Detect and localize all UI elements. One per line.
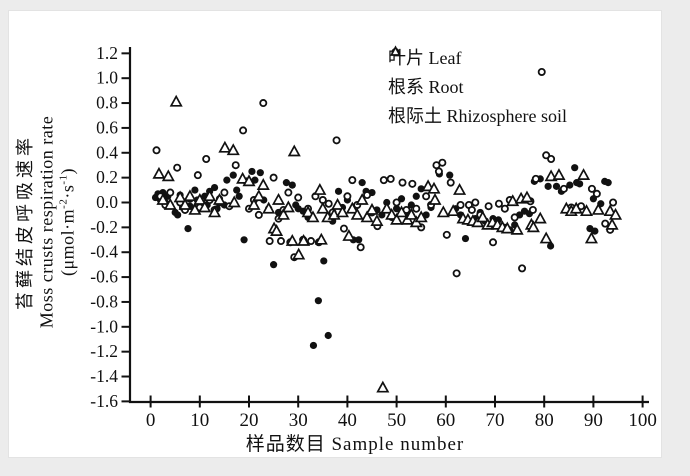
series-open-triangle bbox=[152, 94, 623, 393]
svg-text:-0.4: -0.4 bbox=[90, 242, 118, 262]
svg-text:-0.2: -0.2 bbox=[90, 217, 118, 237]
svg-text:60: 60 bbox=[436, 410, 455, 431]
svg-text:1.0: 1.0 bbox=[96, 68, 118, 88]
y-axis-unit-post: ) bbox=[57, 168, 78, 175]
svg-text:-1.2: -1.2 bbox=[90, 341, 118, 361]
x-axis: 0 10 20 30 40 50 60 70 80 90 100 bbox=[146, 395, 657, 431]
svg-text:-1.0: -1.0 bbox=[90, 316, 118, 336]
svg-text:50: 50 bbox=[387, 410, 406, 431]
svg-text:0.6: 0.6 bbox=[96, 117, 118, 137]
legend-label-leaf: 叶片 Leaf bbox=[388, 48, 462, 68]
svg-text:100: 100 bbox=[628, 410, 657, 431]
svg-text:0.0: 0.0 bbox=[96, 192, 118, 212]
legend: 叶片 Leaf 根系 Root 根际土 Rhizosphere soil bbox=[388, 44, 567, 128]
x-axis-title: 样品数目 Sample number bbox=[245, 434, 465, 455]
legend-item-root: 根系 Root bbox=[388, 47, 567, 99]
svg-text:0.4: 0.4 bbox=[96, 142, 118, 162]
y-axis-title-zh: 苔藓结皮呼吸速率 bbox=[15, 134, 35, 310]
svg-text:-0.8: -0.8 bbox=[90, 291, 118, 311]
svg-text:80: 80 bbox=[535, 410, 554, 431]
svg-text:70: 70 bbox=[486, 410, 505, 431]
svg-text:90: 90 bbox=[584, 410, 603, 431]
svg-text:1.2: 1.2 bbox=[96, 43, 118, 63]
y-axis-unit-sup2: -1 bbox=[57, 174, 70, 185]
chart-panel bbox=[8, 10, 662, 458]
legend-item-rhizosphere-soil: 根际土 Rhizosphere soil bbox=[388, 45, 567, 128]
svg-text:0.2: 0.2 bbox=[96, 167, 118, 187]
y-axis-unit-mid: ·s bbox=[57, 184, 78, 199]
svg-text:-0.6: -0.6 bbox=[90, 267, 118, 287]
svg-text:40: 40 bbox=[338, 410, 357, 431]
svg-text:20: 20 bbox=[240, 410, 259, 431]
legend-item-leaf: 叶片 Leaf bbox=[388, 44, 567, 70]
svg-text:0.8: 0.8 bbox=[96, 93, 118, 113]
y-axis: 1.2 1.0 0.8 0.6 0.4 0.2 0.0 -0.2 -0.4 -0.6 -0.8 -1.… bbox=[90, 43, 130, 411]
open-triangle-icon bbox=[389, 45, 402, 56]
y-axis-unit-sup1: -2 bbox=[57, 198, 70, 209]
svg-text:-1.6: -1.6 bbox=[90, 391, 118, 411]
y-axis-unit: (μmol·m-2·s-1) bbox=[58, 168, 79, 276]
axes bbox=[128, 47, 649, 404]
svg-text:0: 0 bbox=[146, 410, 156, 431]
y-axis-title-en: Moss crusts respiration rate bbox=[36, 115, 57, 329]
svg-text:-1.4: -1.4 bbox=[90, 366, 118, 386]
legend-label-root: 根系 Root bbox=[388, 77, 464, 97]
y-axis-unit-pre: (μmol·m bbox=[57, 208, 78, 276]
svg-text:10: 10 bbox=[190, 410, 209, 431]
legend-label-rhizosphere-soil: 根际土 Rhizosphere soil bbox=[388, 106, 567, 126]
svg-text:30: 30 bbox=[289, 410, 308, 431]
